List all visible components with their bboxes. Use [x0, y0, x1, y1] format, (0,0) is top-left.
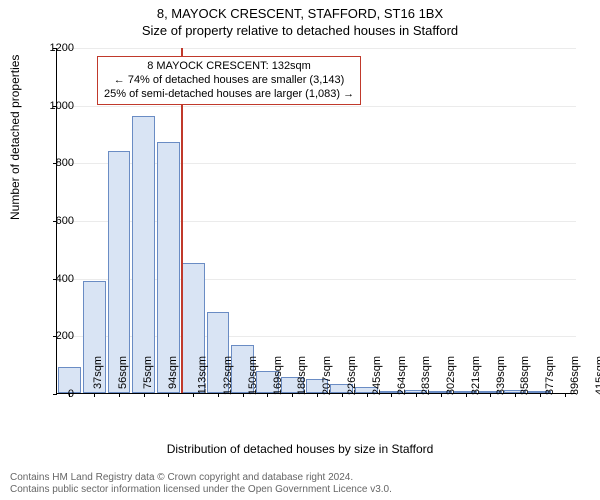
xtick-mark [490, 393, 491, 397]
annotation-line: ← 74% of detached houses are smaller (3,… [104, 74, 354, 88]
xtick-mark [267, 393, 268, 397]
xtick-label: 113sqm [197, 356, 209, 394]
xtick-label: 302sqm [445, 356, 457, 395]
ytick-label: 600 [34, 215, 74, 227]
annotation-line: 25% of semi-detached houses are larger (… [104, 88, 354, 102]
ytick-label: 800 [34, 157, 74, 169]
xtick-label: 339sqm [495, 356, 507, 395]
xtick-mark [416, 393, 417, 397]
xtick-label: 132sqm [222, 356, 234, 395]
ytick-label: 200 [34, 330, 74, 342]
annotation-line: 8 MAYOCK CRESCENT: 132sqm [104, 60, 354, 74]
footer-attribution: Contains HM Land Registry data © Crown c… [10, 472, 392, 496]
xtick-mark [317, 393, 318, 397]
xtick-label: 75sqm [142, 356, 154, 389]
xtick-label: 245sqm [371, 356, 383, 395]
plot-area: 8 MAYOCK CRESCENT: 132sqm← 74% of detach… [56, 48, 576, 394]
ytick-label: 0 [34, 388, 74, 400]
xtick-mark [119, 393, 120, 397]
xtick-label: 188sqm [297, 356, 309, 395]
xtick-mark [94, 393, 95, 397]
xtick-label: 226sqm [346, 356, 358, 395]
ytick-label: 400 [34, 273, 74, 285]
xtick-label: 150sqm [247, 356, 259, 395]
xtick-mark [565, 393, 566, 397]
xtick-label: 283sqm [420, 356, 432, 395]
y-axis-label: Number of detached properties [8, 55, 22, 220]
xtick-label: 377sqm [544, 356, 556, 395]
xtick-label: 169sqm [272, 356, 284, 395]
xtick-label: 207sqm [321, 356, 333, 395]
xtick-label: 37sqm [92, 356, 104, 389]
xtick-mark [193, 393, 194, 397]
xtick-label: 56sqm [117, 356, 129, 389]
xtick-mark [144, 393, 145, 397]
ytick-label: 1200 [34, 42, 74, 54]
xtick-mark [168, 393, 169, 397]
x-axis-label: Distribution of detached houses by size … [0, 442, 600, 456]
histogram-chart: 8 MAYOCK CRESCENT: 132sqm← 74% of detach… [56, 48, 576, 394]
xtick-mark [540, 393, 541, 397]
xtick-mark [218, 393, 219, 397]
xtick-mark [466, 393, 467, 397]
annotation-box: 8 MAYOCK CRESCENT: 132sqm← 74% of detach… [97, 56, 361, 105]
page-title: 8, MAYOCK CRESCENT, STAFFORD, ST16 1BX [0, 0, 600, 21]
xtick-mark [342, 393, 343, 397]
page-subtitle: Size of property relative to detached ho… [0, 21, 600, 42]
xtick-label: 396sqm [569, 356, 581, 395]
xtick-label: 358sqm [519, 356, 531, 395]
gridline [57, 48, 576, 49]
xtick-label: 94sqm [167, 356, 179, 389]
histogram-bar [132, 116, 155, 393]
footer-line: Contains public sector information licen… [10, 484, 392, 496]
ytick-label: 1000 [34, 100, 74, 112]
xtick-label: 321sqm [470, 356, 482, 395]
xtick-mark [441, 393, 442, 397]
xtick-label: 264sqm [396, 356, 408, 395]
gridline [57, 106, 576, 107]
xtick-mark [391, 393, 392, 397]
xtick-mark [367, 393, 368, 397]
xtick-mark [515, 393, 516, 397]
footer-line: Contains HM Land Registry data © Crown c… [10, 472, 392, 484]
xtick-mark [292, 393, 293, 397]
xtick-mark [243, 393, 244, 397]
xtick-label: 415sqm [594, 356, 600, 395]
